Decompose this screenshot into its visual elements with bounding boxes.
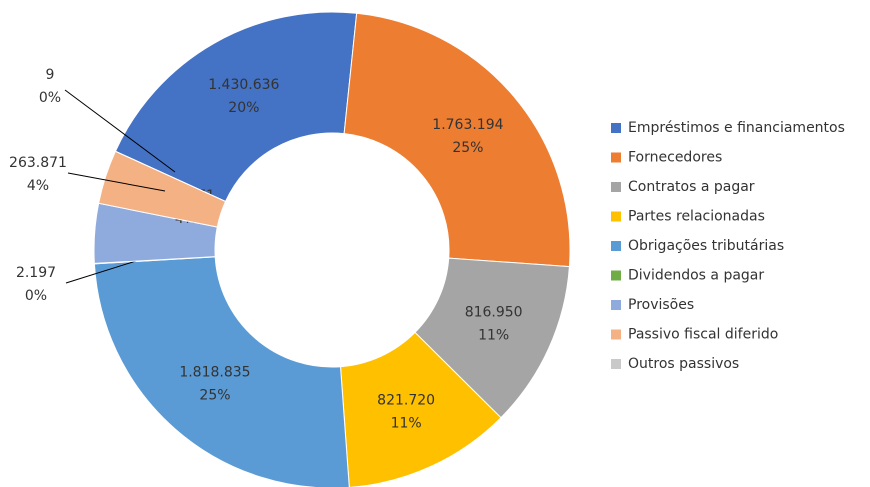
legend-swatch [611, 329, 621, 340]
slice [339, 331, 502, 487]
value-label: 1.818.835 [179, 364, 250, 380]
value-label: 2.197 [16, 265, 56, 281]
percent-label: 20% [228, 100, 259, 116]
legend-swatch [611, 152, 621, 163]
legend-label: Dividendos a pagar [628, 268, 764, 284]
legend-swatch [611, 211, 621, 222]
percent-label: 0% [25, 288, 47, 304]
legend-label: Passivo fiscal diferido [628, 327, 778, 343]
percent-label: 25% [199, 387, 230, 403]
legend-swatch [611, 359, 621, 369]
percent-label: 4% [27, 178, 49, 194]
slice [114, 11, 358, 203]
legend-label: Obrigações tributárias [628, 238, 784, 254]
legend-label: Outros passivos [628, 356, 739, 372]
legend-swatch [611, 123, 621, 133]
legend-swatch [611, 241, 621, 251]
percent-label: 25% [452, 140, 483, 156]
legend-label: Fornecedores [628, 150, 722, 166]
slice [93, 256, 350, 487]
legend-swatch [611, 182, 621, 192]
legend-label: Contratos a pagar [628, 179, 755, 195]
percent-label: 11% [478, 327, 509, 343]
value-label: 263.871 [9, 155, 67, 171]
legend-swatch [611, 270, 621, 281]
percent-label: 11% [391, 415, 422, 431]
percent-label: 0% [39, 90, 61, 106]
legend-label: Partes relacionadas [628, 209, 765, 225]
legend-label: Empréstimos e financiamentos [628, 120, 845, 136]
value-label: 9 [46, 67, 55, 83]
value-label: 821.720 [377, 392, 435, 408]
leader-line [67, 172, 166, 192]
leader-line [64, 89, 176, 173]
legend-label: Provisões [628, 297, 694, 313]
value-label: 1.430.636 [208, 77, 279, 93]
value-label: 816.950 [465, 304, 523, 320]
value-label: 1.763.194 [432, 117, 503, 133]
legend-swatch [611, 300, 621, 310]
slice [343, 12, 571, 268]
slice [114, 150, 227, 203]
